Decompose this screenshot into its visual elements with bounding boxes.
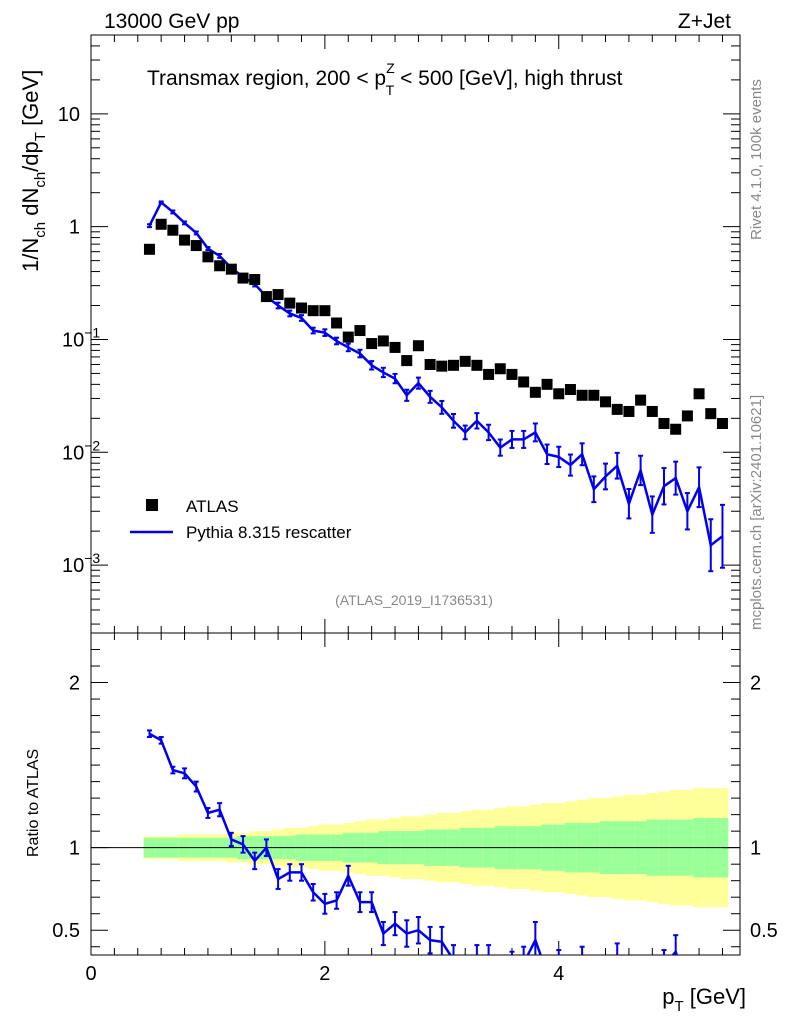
atlas-series-main xyxy=(143,218,728,435)
y-tick-label: 10−1 xyxy=(62,324,100,351)
legend-atlas-label: ATLAS xyxy=(186,497,239,516)
atlas-point xyxy=(284,297,296,309)
ratio-line xyxy=(148,732,679,955)
atlas-point xyxy=(401,355,413,367)
y-tick-label: 10−3 xyxy=(62,550,100,577)
atlas-point xyxy=(448,359,460,371)
atlas-point xyxy=(635,394,647,406)
atlas-point xyxy=(553,388,565,400)
ratio-plot-frame xyxy=(90,632,741,956)
atlas-point xyxy=(670,423,682,435)
pythia-series-main xyxy=(146,200,725,573)
atlas-point xyxy=(424,358,436,370)
rivet-version-label: Rivet 4.1.0, 100k events xyxy=(748,79,765,240)
analysis-id: (ATLAS_2019_I1736531) xyxy=(335,592,493,608)
atlas-point xyxy=(646,405,658,417)
atlas-point xyxy=(716,417,728,429)
atlas-point xyxy=(179,234,191,246)
ratio-y-tick-label: 2 xyxy=(69,673,80,695)
y-tick-label: 10−2 xyxy=(62,437,100,464)
atlas-point xyxy=(541,378,553,390)
ratio-y-tick-label-right: 2 xyxy=(750,673,761,695)
atlas-point xyxy=(214,260,226,272)
atlas-point xyxy=(319,305,331,317)
x-tick-label: 4 xyxy=(553,963,564,985)
atlas-point xyxy=(436,360,448,372)
legend: ATLAS Pythia 8.315 rescatter xyxy=(130,497,352,542)
atlas-point xyxy=(459,355,471,367)
atlas-point xyxy=(518,376,530,388)
pythia-series-ratio xyxy=(146,729,679,955)
atlas-point xyxy=(167,224,179,236)
atlas-point xyxy=(143,243,155,255)
legend-atlas-marker xyxy=(146,499,158,511)
atlas-point xyxy=(249,274,261,286)
atlas-point xyxy=(190,240,202,252)
atlas-point xyxy=(307,305,319,317)
atlas-point xyxy=(331,317,343,329)
atlas-point xyxy=(155,218,167,230)
atlas-point xyxy=(693,388,705,400)
atlas-point xyxy=(377,335,389,347)
main-plot-frame xyxy=(90,34,741,634)
atlas-point xyxy=(366,338,378,350)
ratio-y-tick-label-right: 0.5 xyxy=(750,920,778,942)
x-tick-label: 2 xyxy=(319,963,330,985)
atlas-point xyxy=(202,251,214,263)
process-label: Z+Jet xyxy=(678,10,731,33)
atlas-point xyxy=(681,410,693,422)
atlas-point xyxy=(483,368,495,380)
atlas-point xyxy=(529,386,541,398)
atlas-point xyxy=(237,272,249,284)
atlas-point xyxy=(611,403,623,415)
pythia-line xyxy=(148,200,724,548)
x-axis-label: pT [GeV] xyxy=(662,984,746,1015)
x-tick-label: 0 xyxy=(85,963,96,985)
y-tick-label: 10 xyxy=(58,104,80,126)
atlas-point xyxy=(506,368,518,380)
atlas-point xyxy=(471,359,483,371)
atlas-point xyxy=(260,291,272,303)
tick-labels: 0 2 4 10 1 10−1 10−2 10−3 0.5 0.5 1 1 2 2 xyxy=(52,104,778,985)
atlas-point xyxy=(412,340,424,352)
atlas-point xyxy=(658,417,670,429)
atlas-point xyxy=(354,325,366,337)
ratio-y-axis-label: Ratio to ATLAS xyxy=(25,749,42,857)
y-tick-label: 1 xyxy=(69,217,80,239)
atlas-point xyxy=(225,263,237,275)
ratio-y-tick-label-right: 1 xyxy=(750,838,761,860)
atlas-point xyxy=(623,405,635,417)
atlas-point xyxy=(576,389,588,401)
atlas-point xyxy=(389,341,401,353)
plot-title: Transmax region, 200 < pZ T < 500 [GeV], … xyxy=(147,60,623,98)
main-y-axis-label: 1/Nch dNch/dpT [GeV] xyxy=(18,70,49,272)
atlas-point xyxy=(295,302,307,314)
atlas-point xyxy=(600,396,612,408)
atlas-point xyxy=(705,408,717,420)
atlas-point xyxy=(494,363,506,375)
ratio-y-tick-label: 0.5 xyxy=(52,920,80,942)
source-label: mcplots.cern.ch [arXiv:2401.10621] xyxy=(748,395,765,630)
atlas-point xyxy=(564,384,576,396)
atlas-point xyxy=(272,289,284,301)
atlas-point xyxy=(588,389,600,401)
energy-label: 13000 GeV pp xyxy=(104,10,239,33)
legend-pythia-label: Pythia 8.315 rescatter xyxy=(186,523,352,542)
ratio-y-tick-label: 1 xyxy=(69,838,80,860)
axis-ticks xyxy=(90,34,740,955)
atlas-point xyxy=(342,331,354,343)
